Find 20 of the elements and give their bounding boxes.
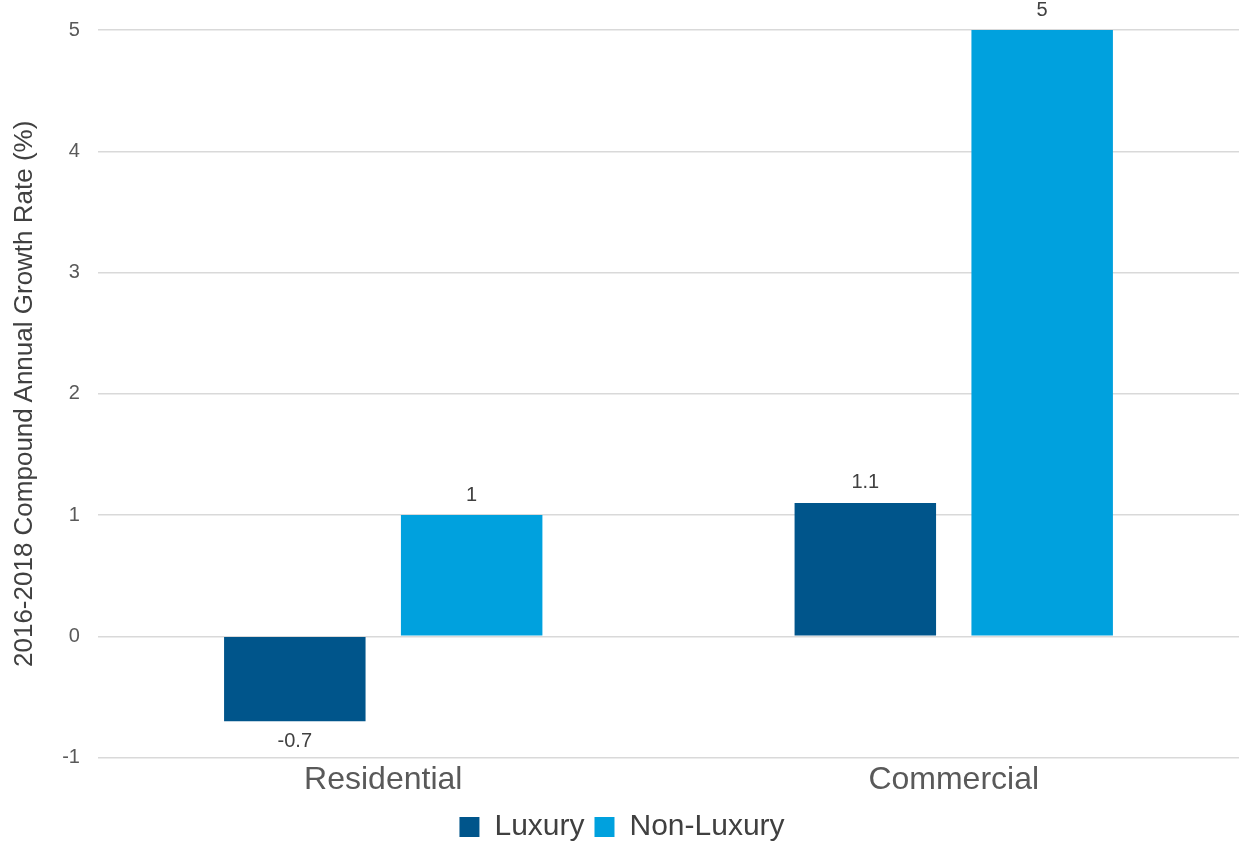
y-tick-label: 1 (68, 502, 80, 525)
bar (400, 515, 543, 636)
bar (794, 502, 937, 636)
data-label: -0.7 (277, 728, 313, 751)
data-label: 5 (1036, 0, 1048, 20)
data-label: 1.1 (851, 470, 880, 493)
y-tick-label: 2 (68, 381, 80, 404)
x-tick-label: Residential (304, 759, 463, 796)
y-axis-title: 2016-2018 Compound Annual Growth Rate (%) (7, 120, 38, 667)
legend-label: Non-Luxury (629, 808, 785, 842)
data-label: 1 (466, 482, 478, 505)
y-tick-label: 3 (68, 260, 80, 283)
bar (224, 637, 366, 722)
legend-label: Luxury (494, 808, 585, 842)
y-tick-label: -1 (62, 745, 80, 768)
bar (971, 30, 1113, 636)
y-tick-label: 0 (68, 623, 80, 646)
y-tick-label: 5 (68, 17, 80, 40)
x-tick-label: Commercial (868, 759, 1040, 796)
y-tick-label: 4 (68, 138, 80, 161)
